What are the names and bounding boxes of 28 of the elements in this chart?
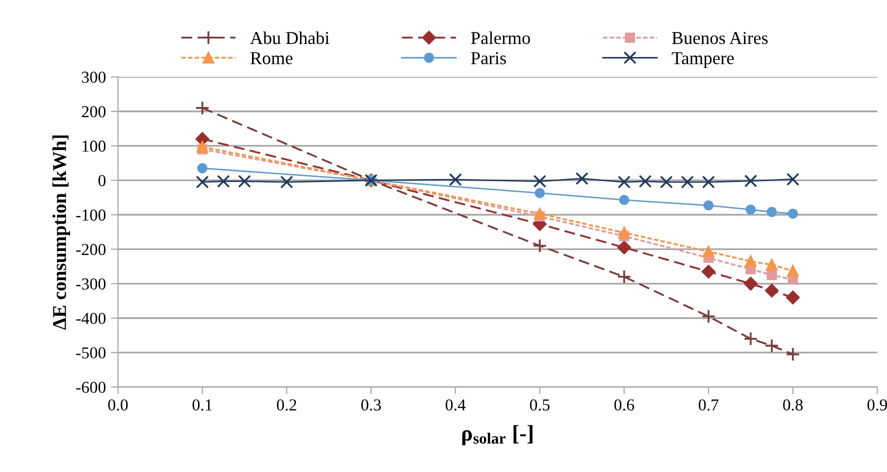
y-tick-label: -400 (76, 312, 106, 324)
x-tick-label: 0.1 (192, 399, 212, 411)
legend-label: Tampere (672, 52, 734, 68)
legend-label: Paris (471, 52, 506, 64)
x-tick-label: 0.2 (276, 399, 296, 411)
legend-label: Rome (250, 52, 292, 64)
x-tick-label: 0.3 (361, 399, 381, 411)
y-tick-label: -300 (76, 278, 106, 290)
x-tick-label: 0.0 (108, 399, 128, 411)
y-tick-label: 200 (82, 106, 106, 118)
x-tick-label: 0.8 (783, 399, 803, 411)
y-tick-label: 100 (82, 140, 106, 152)
legend-label: Palermo (471, 31, 530, 44)
legend-label: Abu Dhabi (250, 31, 330, 44)
legend-label: Buenos Aires (672, 32, 768, 44)
x-tick-label: 0.9 (867, 399, 887, 411)
y-tick-label: -100 (76, 209, 106, 221)
x-tick-label: 0.6 (614, 399, 634, 411)
x-tick-label: 0.7 (698, 399, 718, 411)
x-tick-label: 0.5 (530, 399, 550, 411)
y-axis-title: ΔE consumption [kWh] (52, 135, 70, 330)
y-tick-label: 0 (98, 175, 106, 186)
y-tick-label: -200 (76, 244, 106, 256)
x-axis-title: ρ$_{solar}$ [-] (462, 425, 532, 446)
x-tick-label: 0.4 (446, 399, 466, 411)
y-tick-label: 300 (82, 72, 106, 83)
y-tick-label: -500 (76, 347, 106, 359)
y-tick-label: -600 (76, 382, 106, 393)
